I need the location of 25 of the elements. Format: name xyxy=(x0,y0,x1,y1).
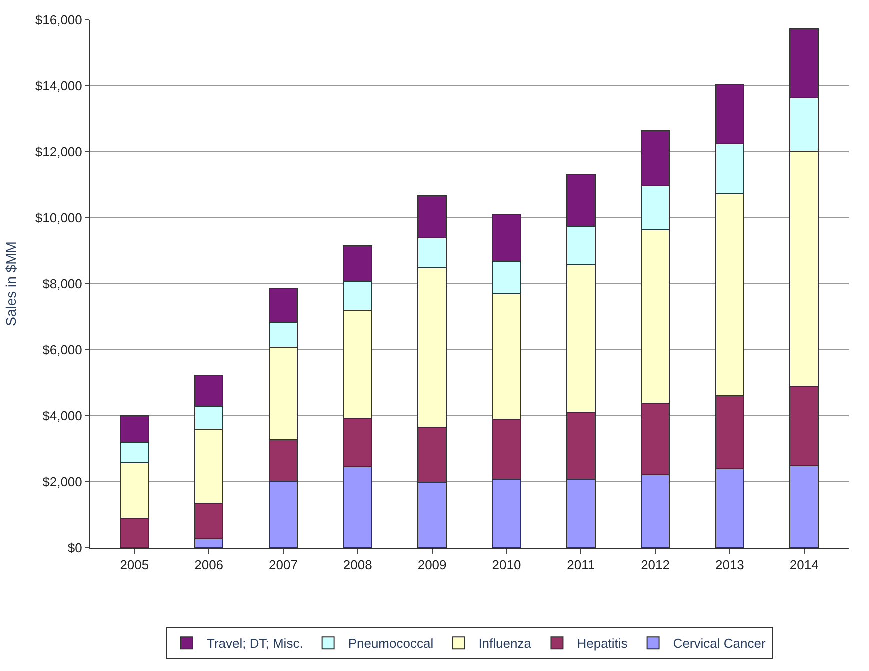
x-tick-label: 2011 xyxy=(567,558,596,573)
y-tick-label: $0 xyxy=(68,540,82,556)
x-tick-label: 2013 xyxy=(715,558,744,573)
legend-label: Travel; DT; Misc. xyxy=(207,636,304,652)
y-tick-label: $8,000 xyxy=(42,276,82,292)
y-tick-label: $6,000 xyxy=(42,342,82,358)
y-tick-label: $16,000 xyxy=(35,12,82,28)
x-tick-label: 2008 xyxy=(343,558,372,573)
x-tick-label: 2014 xyxy=(790,558,819,573)
x-tick-label: 2005 xyxy=(120,558,150,573)
x-tick-label: 2012 xyxy=(641,558,670,573)
x-tick-label: 2007 xyxy=(269,558,298,573)
legend-label: Pneumococcal xyxy=(348,636,434,652)
y-tick-label: $12,000 xyxy=(35,144,82,160)
y-tick-label: $10,000 xyxy=(35,210,82,226)
x-tick-label: 2010 xyxy=(492,558,522,573)
legend-label: Cervical Cancer xyxy=(673,636,766,652)
x-tick-label: 2006 xyxy=(194,558,224,573)
y-tick-label: $14,000 xyxy=(35,78,82,94)
y-axis-title: Sales in $MM xyxy=(3,242,19,326)
x-tick-label: 2009 xyxy=(418,558,447,573)
y-tick-label: $4,000 xyxy=(42,408,82,424)
legend-label: Hepatitis xyxy=(577,636,628,652)
y-tick-label: $2,000 xyxy=(42,474,82,490)
legend-label: Influenza xyxy=(478,636,532,652)
